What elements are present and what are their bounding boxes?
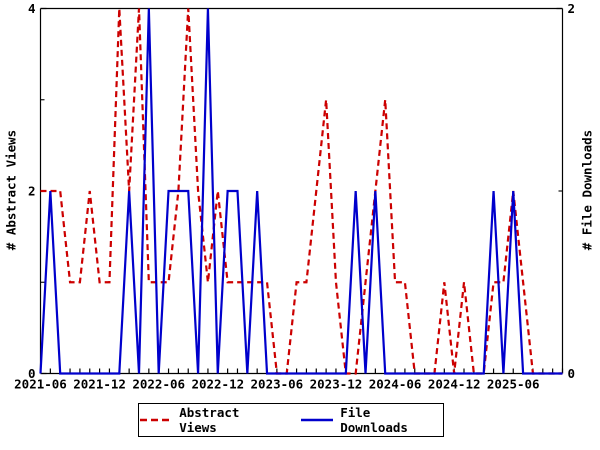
legend-label-abstract-views: Abstract Views <box>179 405 240 435</box>
legend-item-abstract-views: Abstract Views <box>139 405 282 435</box>
y-axis-left-label-wrap: # Abstract Views <box>2 0 20 380</box>
y-tick-label-right[interactable]: 0 <box>568 366 576 381</box>
series-line-file-downloads[interactable] <box>39 8 563 375</box>
x-tick-label[interactable]: 2025-06 <box>487 377 540 392</box>
y-axis-right-label: # File Downloads <box>579 129 595 251</box>
x-tick-label[interactable]: 2023-12 <box>310 377 363 392</box>
y-tick-label-left[interactable]: 0 <box>28 366 36 381</box>
legend-swatch-dashed-icon <box>140 418 172 422</box>
x-tick-label[interactable]: 2021-12 <box>73 377 126 392</box>
x-tick-label[interactable]: 2024-06 <box>369 377 422 392</box>
legend-label-file-downloads: File Downloads <box>340 405 408 435</box>
y-tick-label-left[interactable]: 4 <box>28 1 36 16</box>
x-tick-label[interactable]: 2021-06 <box>14 377 67 392</box>
x-tick-label[interactable]: 2022-12 <box>191 377 244 392</box>
x-tick-label[interactable]: 2023-06 <box>251 377 304 392</box>
series-line-abstract-views[interactable] <box>40 8 563 375</box>
legend-item-file-downloads: File Downloads <box>300 405 443 435</box>
y-axis-right-label-wrap: # File Downloads <box>578 0 596 380</box>
y-axis-left-label: # Abstract Views <box>3 129 19 251</box>
chart-legend: Abstract Views File Downloads <box>138 403 444 437</box>
y-tick-label-right[interactable]: 2 <box>568 1 576 16</box>
x-tick-label[interactable]: 2022-06 <box>132 377 185 392</box>
legend-swatch-solid-icon <box>301 418 333 422</box>
x-tick-label[interactable]: 2024-12 <box>428 377 481 392</box>
y-tick-label-left[interactable]: 2 <box>28 184 36 199</box>
